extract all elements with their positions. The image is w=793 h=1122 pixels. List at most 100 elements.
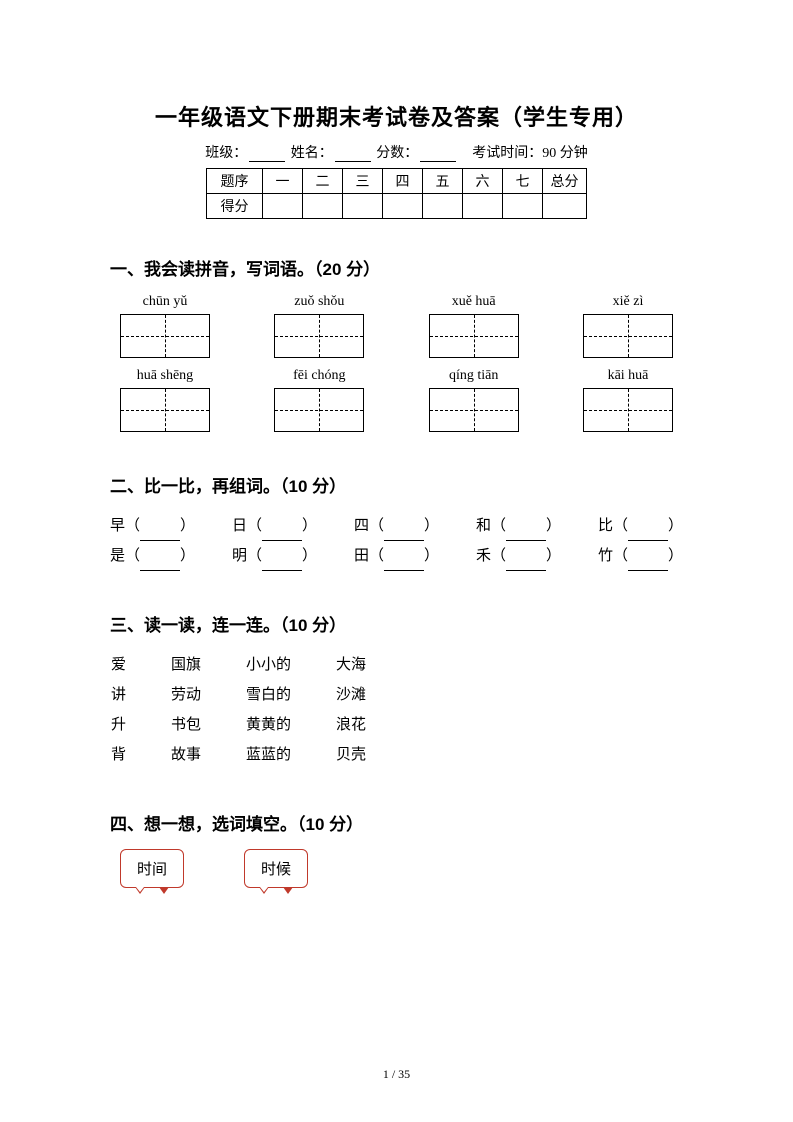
- write-box[interactable]: [429, 388, 519, 432]
- q3-table: 爱 国旗 小小的 大海 讲 劳动 雪白的 沙滩 升 书包 黄黄的 浪花 背 故事…: [110, 650, 410, 770]
- score-table-total-col: 总分: [543, 169, 587, 194]
- score-cell[interactable]: [503, 194, 543, 219]
- q2-item: 明（）: [232, 541, 317, 571]
- q2-char: 禾: [476, 548, 491, 564]
- class-blank[interactable]: [249, 148, 285, 162]
- q3-cell: 沙滩: [335, 680, 410, 710]
- q3-cell: 贝壳: [335, 740, 410, 770]
- exam-page: 一年级语文下册期末考试卷及答案（学生专用） 班级： 姓名： 分数： 考试时间：9…: [0, 0, 793, 1122]
- write-box[interactable]: [120, 314, 210, 358]
- q2-heading: 二、比一比，再组词。（10 分）: [110, 472, 683, 497]
- score-cell[interactable]: [343, 194, 383, 219]
- q2-char: 明: [232, 548, 247, 564]
- score-table: 题序 一 二 三 四 五 六 七 总分 得分: [206, 168, 587, 219]
- q3-row: 背 故事 蓝蓝的 贝壳: [110, 740, 410, 770]
- q2-item: 日（）: [232, 511, 317, 541]
- q3-cell: 小小的: [245, 650, 335, 680]
- q2-char: 竹: [598, 548, 613, 564]
- q3-cell: 讲: [110, 680, 170, 710]
- q1-box-row-1: [110, 314, 683, 358]
- pinyin-label: huā shēng: [110, 368, 220, 384]
- q2-char: 比: [598, 518, 613, 534]
- score-cell[interactable]: [423, 194, 463, 219]
- write-box[interactable]: [583, 314, 673, 358]
- q2-blank[interactable]: [140, 527, 180, 541]
- q3-cell: 国旗: [170, 650, 245, 680]
- q2-item: 四（）: [354, 511, 439, 541]
- q3-cell: 大海: [335, 650, 410, 680]
- q3-cell: 背: [110, 740, 170, 770]
- pinyin-label: xiě zì: [573, 294, 683, 310]
- q2-row-1: 早（） 日（） 四（） 和（） 比（）: [110, 511, 683, 541]
- class-label: 班级：: [205, 146, 247, 161]
- word-tag: 时间: [120, 849, 184, 888]
- q2-char: 早: [110, 518, 125, 534]
- score-label: 分数：: [376, 146, 418, 161]
- q2-item: 竹（）: [598, 541, 683, 571]
- pinyin-label: kāi huā: [573, 368, 683, 384]
- q3-row: 讲 劳动 雪白的 沙滩: [110, 680, 410, 710]
- q2-blank[interactable]: [506, 557, 546, 571]
- score-table-seq-label: 题序: [207, 169, 263, 194]
- score-cell[interactable]: [263, 194, 303, 219]
- q2-blank[interactable]: [628, 527, 668, 541]
- q2-blank[interactable]: [140, 557, 180, 571]
- word-tag-text: 时间: [137, 862, 167, 878]
- student-info-line: 班级： 姓名： 分数： 考试时间：90 分钟: [110, 142, 683, 162]
- q3-cell: 雪白的: [245, 680, 335, 710]
- q2-item: 禾（）: [476, 541, 561, 571]
- write-box[interactable]: [120, 388, 210, 432]
- score-cell[interactable]: [463, 194, 503, 219]
- q1-box-row-2: [110, 388, 683, 432]
- q2-blank[interactable]: [628, 557, 668, 571]
- write-box[interactable]: [274, 314, 364, 358]
- score-table-header-row: 题序 一 二 三 四 五 六 七 总分: [207, 169, 587, 194]
- q2-blank[interactable]: [506, 527, 546, 541]
- pinyin-label: xuě huā: [419, 294, 529, 310]
- q2-row-2: 是（） 明（） 田（） 禾（） 竹（）: [110, 541, 683, 571]
- q1-pinyin-row-1: chūn yǔ zuǒ shǒu xuě huā xiě zì: [110, 294, 683, 310]
- word-tag-text: 时候: [261, 862, 291, 878]
- q2-char: 四: [354, 518, 369, 534]
- q3-heading: 三、读一读，连一连。（10 分）: [110, 611, 683, 636]
- q2-blank[interactable]: [384, 557, 424, 571]
- score-table-col: 四: [383, 169, 423, 194]
- q1-pinyin-row-2: huā shēng fēi chóng qíng tiān kāi huā: [110, 368, 683, 384]
- pinyin-label: zuǒ shǒu: [264, 294, 374, 310]
- q2-blank[interactable]: [262, 557, 302, 571]
- exam-time-label: 考试时间：90 分钟: [472, 146, 588, 161]
- pinyin-label: qíng tiān: [419, 368, 529, 384]
- q3-cell: 劳动: [170, 680, 245, 710]
- q2-char: 和: [476, 518, 491, 534]
- score-table-col: 三: [343, 169, 383, 194]
- q2-item: 早（）: [110, 511, 195, 541]
- q3-cell: 浪花: [335, 710, 410, 740]
- q2-char: 是: [110, 548, 125, 564]
- page-title: 一年级语文下册期末考试卷及答案（学生专用）: [110, 100, 683, 132]
- q3-cell: 书包: [170, 710, 245, 740]
- write-box[interactable]: [583, 388, 673, 432]
- q3-row: 爱 国旗 小小的 大海: [110, 650, 410, 680]
- score-table-col: 七: [503, 169, 543, 194]
- score-cell[interactable]: [303, 194, 343, 219]
- score-cell[interactable]: [543, 194, 587, 219]
- q2-item: 比（）: [598, 511, 683, 541]
- q2-item: 田（）: [354, 541, 439, 571]
- score-blank[interactable]: [420, 148, 456, 162]
- q2-blank[interactable]: [262, 527, 302, 541]
- word-tag: 时候: [244, 849, 308, 888]
- score-table-score-row: 得分: [207, 194, 587, 219]
- score-cell[interactable]: [383, 194, 423, 219]
- q3-row: 升 书包 黄黄的 浪花: [110, 710, 410, 740]
- write-box[interactable]: [274, 388, 364, 432]
- name-label: 姓名：: [291, 146, 333, 161]
- name-blank[interactable]: [335, 148, 371, 162]
- pinyin-label: chūn yǔ: [110, 294, 220, 310]
- q1-heading: 一、我会读拼音，写词语。（20 分）: [110, 255, 683, 280]
- q2-item: 和（）: [476, 511, 561, 541]
- pinyin-label: fēi chóng: [264, 368, 374, 384]
- q2-blank[interactable]: [384, 527, 424, 541]
- page-number: 1 / 35: [0, 1067, 793, 1082]
- write-box[interactable]: [429, 314, 519, 358]
- score-table-col: 六: [463, 169, 503, 194]
